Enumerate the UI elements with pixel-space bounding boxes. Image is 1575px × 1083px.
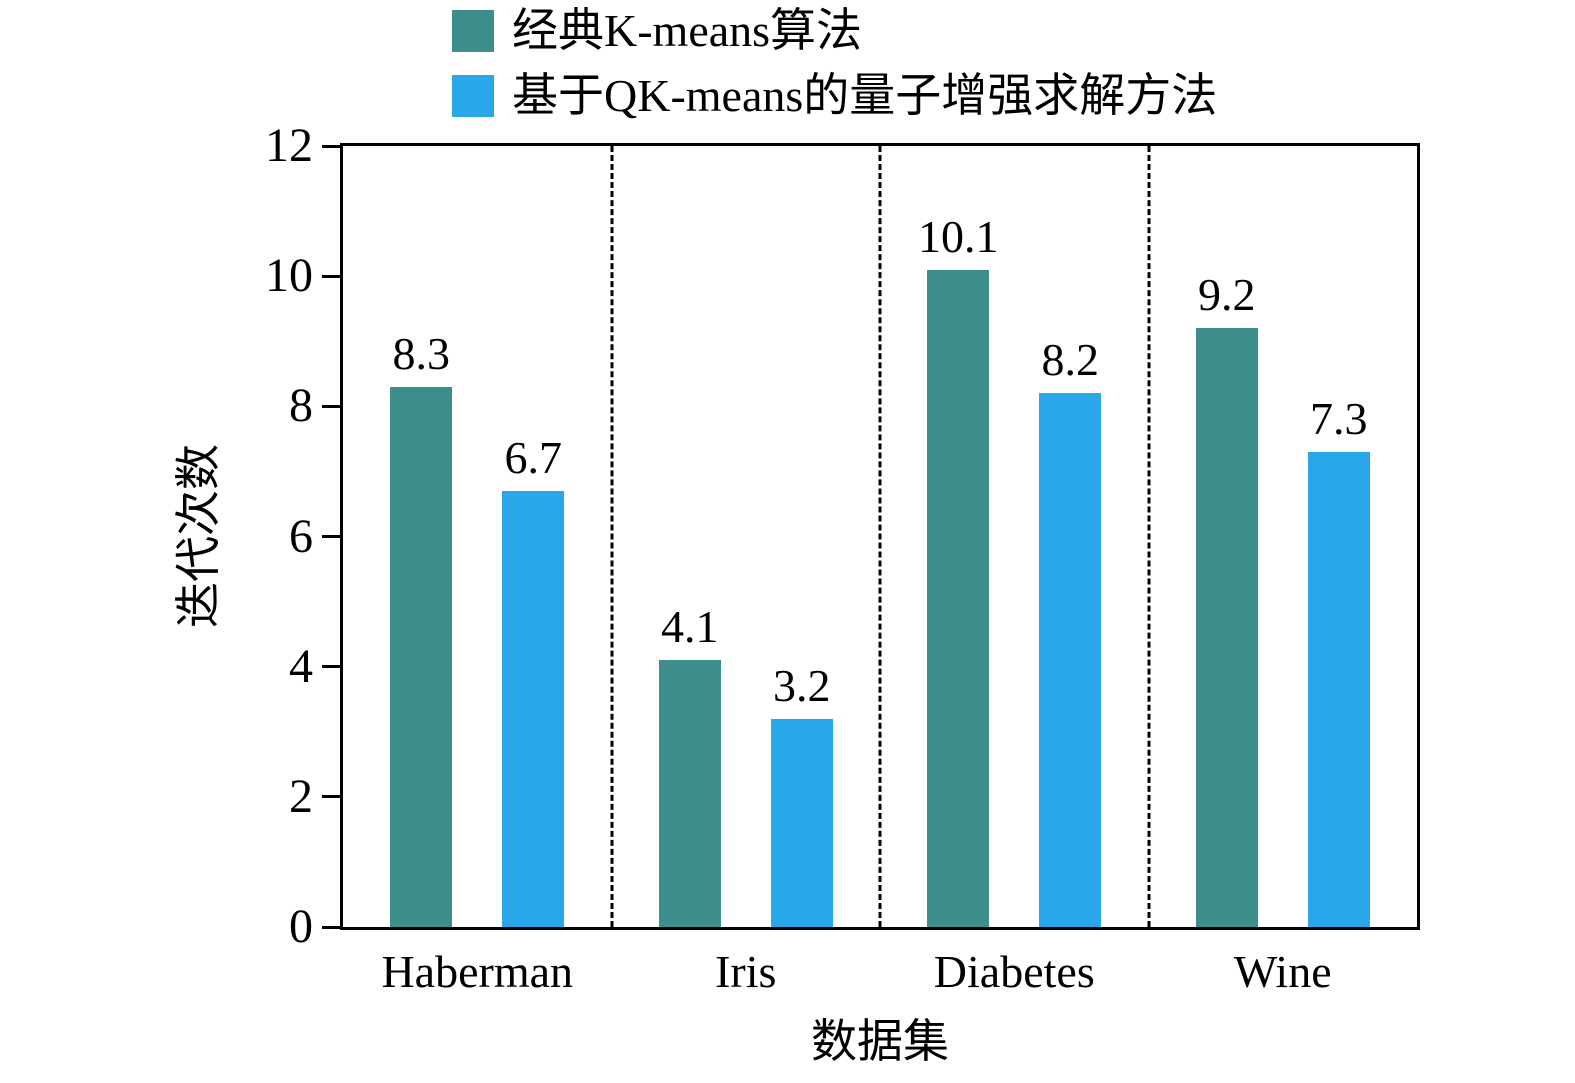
- category-separator: [1147, 146, 1150, 927]
- y-tick-mark: [322, 404, 340, 408]
- y-tick-mark: [322, 925, 340, 929]
- y-tick-mark: [322, 274, 340, 278]
- bar-diabetes-classic-kmeans: 10.1: [918, 211, 999, 927]
- bar-iris-qkmeans: 3.2: [770, 660, 833, 927]
- category-label-haberman: Haberman: [381, 946, 574, 997]
- y-tick-label: 4: [289, 639, 313, 693]
- legend-swatch-qkmeans: [452, 74, 494, 117]
- x-axis-title: 数据集: [811, 1016, 949, 1067]
- y-tick-mark: [322, 535, 340, 538]
- bar-haberman-qkmeans: 6.7: [502, 432, 565, 927]
- legend-label-qkmeans: 基于QK-means的量子增强求解方法: [512, 69, 1218, 121]
- y-tick-label: 8: [289, 379, 313, 433]
- bar-value-label: 8.2: [1041, 334, 1100, 386]
- y-tick-mark: [322, 144, 340, 148]
- bar-value-label: 10.1: [918, 210, 999, 262]
- bar-group-haberman: 8.3 6.7: [343, 146, 612, 927]
- bar-wine-classic-kmeans: 9.2: [1195, 269, 1258, 927]
- category-label-iris: Iris: [715, 946, 777, 997]
- bar-haberman-classic-kmeans: 8.3: [390, 328, 453, 927]
- y-tick-label: 0: [289, 900, 313, 953]
- y-tick-mark: [322, 795, 340, 799]
- y-tick-label: 12: [265, 119, 313, 172]
- y-tick-label: 10: [265, 249, 313, 303]
- bar-value-label: 8.3: [392, 327, 451, 379]
- chart-legend: 经典K-means算法 基于QK-means的量子增强求解方法: [452, 5, 1218, 122]
- bar-group-wine: 9.2 7.3: [1149, 146, 1418, 927]
- bar-iris-classic-kmeans: 4.1: [658, 601, 721, 927]
- bar-wine-qkmeans: 7.3: [1307, 393, 1370, 927]
- bar-group-iris: 4.1 3.2: [612, 146, 881, 927]
- bar-diabetes-qkmeans: 8.2: [1039, 334, 1102, 927]
- legend-item-qkmeans: 基于QK-means的量子增强求解方法: [452, 69, 1218, 122]
- legend-swatch-classic-kmeans: [452, 10, 494, 53]
- legend-label-classic-kmeans: 经典K-means算法: [512, 5, 863, 56]
- bar-value-label: 3.2: [773, 659, 831, 711]
- category-separator: [610, 146, 613, 927]
- y-tick-mark: [322, 665, 340, 669]
- bar-value-label: 4.1: [661, 601, 719, 653]
- plot-area: 0 2 4 6 8 10 12 8.3 6.7 Haberman 4.1 3.2 Iris 10.1 8.2…: [265, 122, 1420, 997]
- legend-item-classic-kmeans: 经典K-means算法: [452, 5, 1217, 57]
- category-label-wine: Wine: [1233, 946, 1332, 997]
- y-tick-label: 2: [289, 769, 313, 823]
- category-label-diabetes: Diabetes: [933, 946, 1095, 997]
- bar-value-label: 6.7: [504, 431, 563, 483]
- bar-value-label: 7.3: [1310, 392, 1368, 444]
- bar-group-diabetes: 10.1 8.2: [880, 146, 1149, 927]
- y-tick-label: 6: [289, 509, 313, 563]
- category-separator: [878, 146, 882, 927]
- bar-value-label: 9.2: [1198, 269, 1256, 321]
